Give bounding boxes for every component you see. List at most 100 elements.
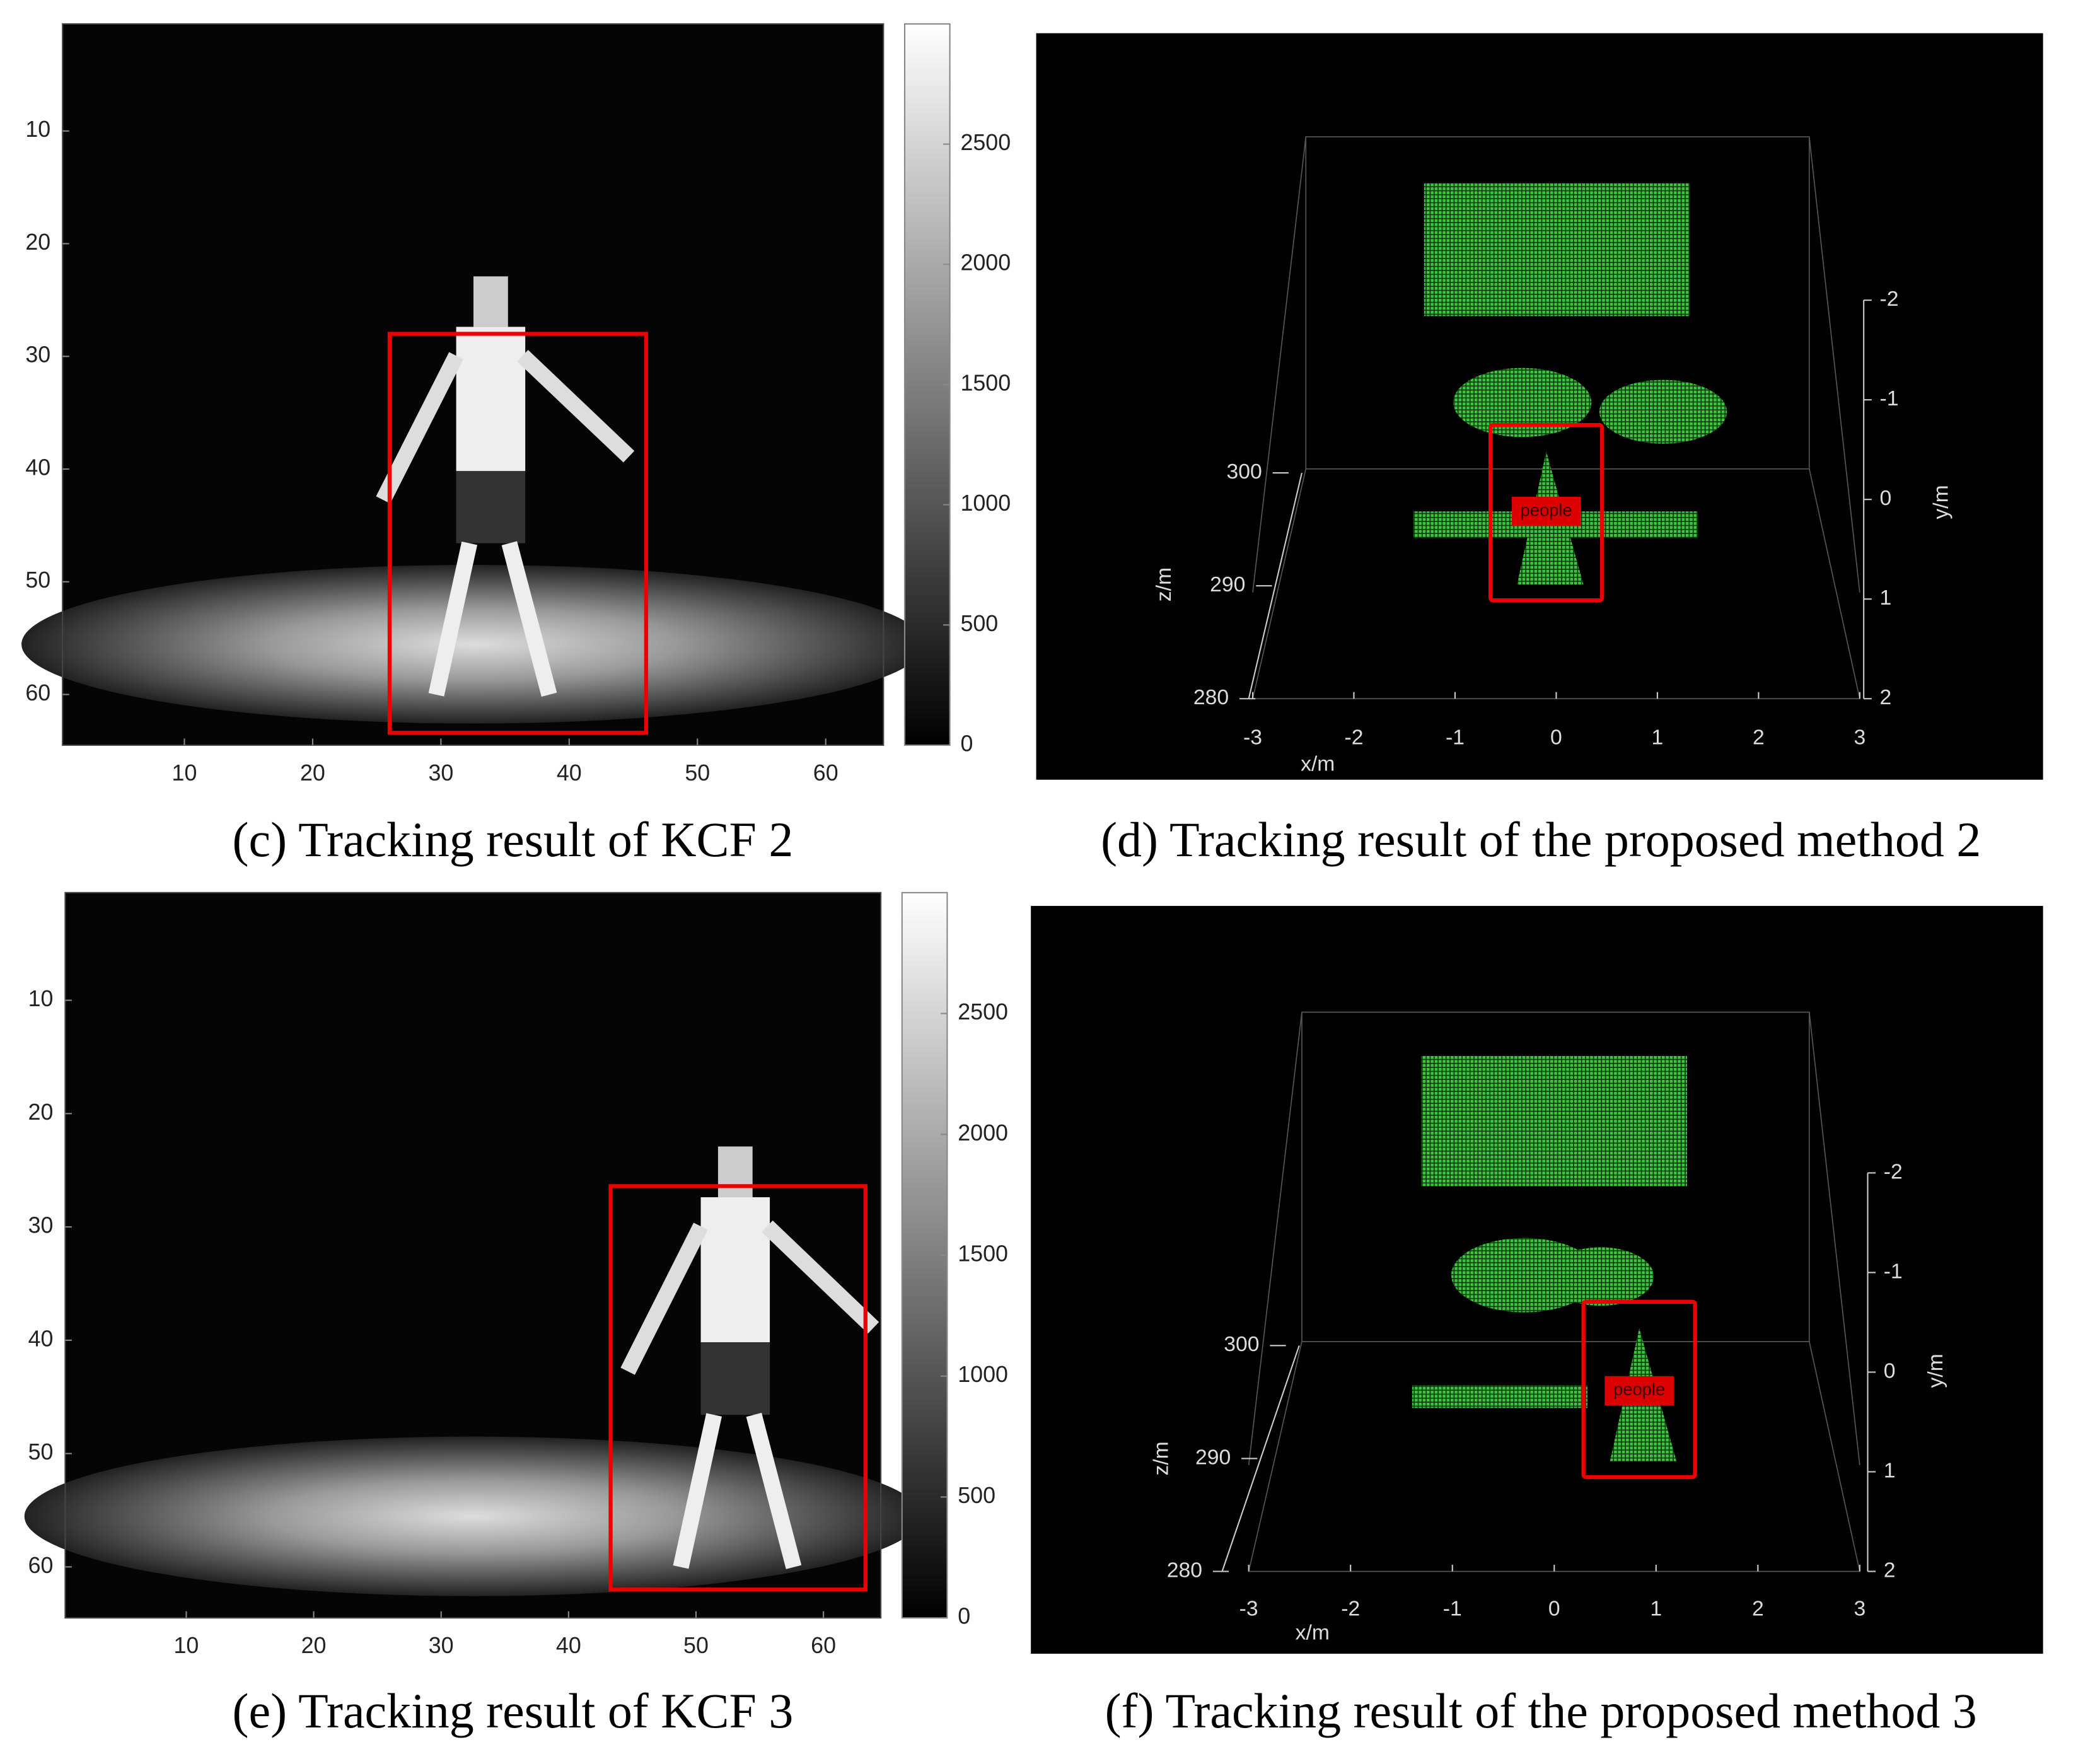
z-axis bbox=[1221, 1345, 1300, 1572]
x-tick-label: 2 bbox=[1752, 1597, 1764, 1621]
x-tick-label: 1 bbox=[1652, 725, 1664, 749]
caption: (f) Tracking result of the proposed meth… bbox=[1105, 1684, 1977, 1738]
x-tick-label: 2 bbox=[1753, 725, 1765, 749]
y-tick-label: 10 bbox=[25, 117, 50, 142]
x-tick-label: 60 bbox=[813, 760, 838, 786]
tag: people bbox=[1613, 1379, 1665, 1399]
person-head bbox=[473, 276, 508, 327]
colorbar-tick-label: 0 bbox=[960, 731, 973, 756]
y-tick-label: 1 bbox=[1884, 1458, 1896, 1482]
y-tick-label: -1 bbox=[1884, 1259, 1903, 1283]
x-tick-label: 50 bbox=[683, 1633, 709, 1658]
y-tick-label: -2 bbox=[1879, 287, 1898, 311]
detection-box bbox=[1581, 1299, 1697, 1480]
x-tick-label: 40 bbox=[556, 1633, 581, 1658]
z-tick-label: 300 bbox=[1227, 460, 1262, 484]
point-cloud bbox=[1412, 1385, 1587, 1408]
x-tick-label: 40 bbox=[557, 760, 582, 786]
colorbar-tick-label: 500 bbox=[958, 1483, 995, 1508]
y-tick-label: 1 bbox=[1879, 586, 1891, 610]
tag-background bbox=[1511, 496, 1581, 526]
colorbar-tick-label: 1000 bbox=[958, 1362, 1008, 1387]
z-tick-label: 300 bbox=[1224, 1332, 1259, 1356]
z-axis bbox=[1248, 472, 1303, 699]
y-tick-label: 10 bbox=[28, 986, 54, 1011]
colorbar-tick-label: 2000 bbox=[958, 1120, 1008, 1146]
person-arms bbox=[376, 350, 635, 504]
x-tick-label: 1 bbox=[1650, 1597, 1662, 1621]
z-axis-label: z/m bbox=[1149, 1441, 1173, 1475]
z-tick-label: 280 bbox=[1167, 1558, 1202, 1582]
tag: people bbox=[1521, 500, 1572, 519]
y-tick-label: 60 bbox=[28, 1553, 54, 1578]
caption: (e) Tracking result of KCF 3 bbox=[233, 1684, 794, 1738]
z-axis-label: z/m bbox=[1152, 567, 1176, 601]
y-tick-label: 50 bbox=[25, 567, 50, 593]
colorbar-tick-label: 500 bbox=[960, 611, 998, 636]
person-legs bbox=[700, 1342, 770, 1415]
point-cloud bbox=[1424, 183, 1690, 316]
x-axis-label: x/m bbox=[1301, 751, 1335, 775]
ground bbox=[21, 564, 925, 724]
x-tick-label: 0 bbox=[1550, 725, 1562, 749]
x-tick-label: 30 bbox=[429, 1633, 454, 1658]
tracking-box bbox=[608, 1184, 867, 1592]
y-tick-label: 0 bbox=[1884, 1359, 1896, 1383]
y-tick-label: 0 bbox=[1879, 486, 1891, 510]
y-tick-label: 20 bbox=[25, 229, 50, 255]
x-tick-label: 10 bbox=[172, 760, 197, 786]
y-axis-label: y/m bbox=[1923, 1354, 1947, 1388]
point-cloud bbox=[1421, 1056, 1687, 1187]
tracking-box bbox=[387, 332, 649, 735]
x-tick-label: -3 bbox=[1239, 1597, 1258, 1621]
colorbar-tick-label: 1000 bbox=[960, 490, 1011, 516]
caption: (d) Tracking result of the proposed meth… bbox=[1101, 813, 1981, 867]
y-axis-label: y/m bbox=[1929, 485, 1952, 519]
z-tick-label: 290 bbox=[1210, 572, 1245, 596]
colorbar bbox=[903, 23, 951, 746]
point-cloud bbox=[1453, 368, 1592, 438]
detection-box bbox=[1488, 423, 1604, 603]
person-torso bbox=[456, 327, 526, 472]
x-tick-label: -2 bbox=[1344, 725, 1363, 749]
y-tick-label: -2 bbox=[1884, 1159, 1903, 1183]
axes-frame bbox=[62, 23, 885, 746]
person-feet bbox=[428, 541, 557, 697]
person-feet bbox=[673, 1412, 802, 1569]
person-torso bbox=[700, 1197, 770, 1343]
x-tick-label: -1 bbox=[1446, 725, 1465, 749]
x-tick-label: -1 bbox=[1443, 1597, 1462, 1621]
y-tick-label: 60 bbox=[25, 680, 50, 705]
colorbar-tick-label: 1500 bbox=[958, 1241, 1008, 1266]
colorbar-tick-label: 2500 bbox=[958, 999, 1008, 1024]
colorbar-tick-label: 1500 bbox=[960, 370, 1011, 395]
y-tick-label: 2 bbox=[1879, 685, 1891, 709]
colorbar-tick-label: 2500 bbox=[960, 130, 1011, 155]
x-tick-label: 50 bbox=[685, 760, 710, 786]
point-cloud bbox=[1547, 1247, 1654, 1306]
x-tick-label: 10 bbox=[174, 1633, 199, 1658]
z-tick-label: 290 bbox=[1195, 1445, 1231, 1469]
y-tick-label: 50 bbox=[28, 1439, 54, 1465]
x-tick-label: 30 bbox=[428, 760, 453, 786]
x-tick-label: 0 bbox=[1548, 1597, 1560, 1621]
x-tick-label: 60 bbox=[811, 1633, 836, 1658]
x-axis-label: x/m bbox=[1296, 1620, 1330, 1644]
colorbar bbox=[901, 891, 948, 1619]
y-tick-label: 2 bbox=[1884, 1558, 1896, 1582]
axes-frame bbox=[64, 891, 882, 1619]
person-legs bbox=[456, 471, 526, 543]
person-arms bbox=[620, 1220, 879, 1375]
y-tick-label: 30 bbox=[28, 1213, 54, 1238]
point-cloud bbox=[1599, 380, 1727, 444]
x-tick-label: 20 bbox=[300, 760, 325, 786]
z-tick-label: 280 bbox=[1193, 685, 1229, 709]
y-tick-label: 30 bbox=[25, 342, 50, 368]
caption: (c) Tracking result of KCF 2 bbox=[233, 813, 794, 867]
y-tick-label: 40 bbox=[28, 1326, 54, 1351]
x-tick-label: 3 bbox=[1854, 1597, 1865, 1621]
x-tick-label: 3 bbox=[1854, 725, 1865, 749]
y-tick-label: 40 bbox=[25, 455, 50, 480]
